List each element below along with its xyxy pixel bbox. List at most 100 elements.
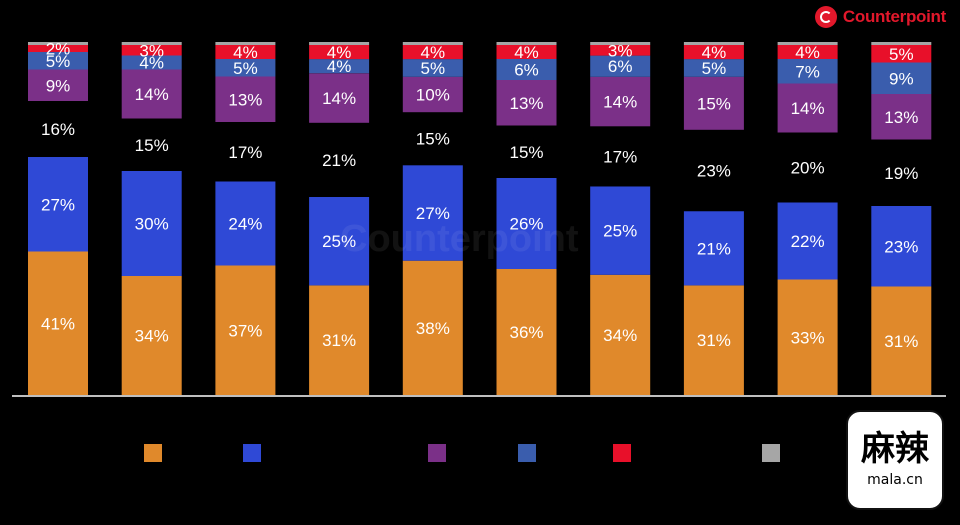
data-label: 9% [889,69,914,88]
bar-segment [28,157,88,252]
bar-segment [215,45,276,59]
bar-cap [121,42,182,45]
bar-segment [309,73,370,123]
bar-segment [215,122,276,182]
bar-cap [590,42,651,45]
data-label: 15% [416,130,450,149]
bar-segment [683,285,744,395]
bar-segment [121,171,182,276]
bar-segment [590,76,651,127]
bar-layer [28,42,932,395]
bar-segment [28,251,88,395]
legend [144,444,780,462]
data-label: 4% [327,57,352,76]
bar-segment [496,45,557,59]
legend-swatch [243,444,261,462]
bar-cap [777,42,838,45]
bar-segment [871,286,932,395]
stamp-glyph: 麻辣 [861,429,929,469]
data-label: 13% [884,108,918,127]
data-label: 21% [322,151,356,170]
data-label: 34% [603,326,637,345]
data-label: 6% [514,61,539,80]
data-label: 38% [416,319,450,338]
bar-segment [215,181,276,266]
bar-segment [215,76,276,122]
bar-cap [871,42,932,45]
bar-segment [683,45,744,60]
bar-segment [590,126,651,187]
bar-segment [590,186,651,275]
data-label: 17% [228,143,262,162]
bar-segment [777,83,838,133]
legend-swatch [428,444,446,462]
bar-cap [215,42,276,45]
bar-segment [777,132,838,203]
bar-segment [309,59,370,74]
bar-segment [402,112,463,166]
bar-segment [496,125,557,178]
bar-segment [28,45,88,52]
brand-name: Counterpoint [842,7,946,26]
data-label: 16% [41,120,75,139]
data-label: 5% [233,59,258,78]
bar-segment [777,202,838,280]
data-label: 37% [228,321,262,340]
data-label: 7% [795,62,820,81]
data-label: 17% [603,147,637,166]
bar-segment [777,279,838,395]
data-label: 14% [603,93,637,112]
bar-segment [590,55,651,77]
stamp-sub: mala.cn [867,472,923,488]
data-label: 5% [46,52,71,71]
bar-segment [121,55,182,70]
data-label: 31% [697,331,731,350]
data-label: 15% [509,143,543,162]
data-label: 3% [608,41,633,60]
data-label: 27% [416,204,450,223]
bar-segment [496,269,557,395]
data-label: 33% [791,328,825,347]
legend-swatch [144,444,162,462]
data-label: 15% [697,94,731,113]
bar-segment [309,197,370,286]
bar-segment [777,59,838,84]
data-label: 14% [322,89,356,108]
bar-segment [121,45,182,56]
data-label: 31% [322,331,356,350]
bar-cap [683,42,744,45]
data-label: 19% [884,164,918,183]
bar-segment [683,211,744,286]
bar-segment [871,62,932,94]
bar-segment [28,101,88,157]
data-label: 4% [514,43,539,62]
bar-segment [215,265,276,395]
data-label: 22% [791,232,825,251]
legend-swatch [613,444,631,462]
data-label: 4% [702,43,727,62]
data-label: 23% [884,237,918,256]
bar-segment [28,52,88,70]
data-label: 14% [791,99,825,118]
data-label: 2% [46,40,71,59]
brand-logo: Counterpoint [814,6,946,28]
data-label: 21% [697,239,731,258]
data-label-layer: 41%27%16%9%5%2%34%30%15%14%4%3%37%24%17%… [41,40,918,351]
data-label: 3% [139,41,164,60]
data-label: 4% [795,43,820,62]
data-label: 5% [702,59,727,78]
bar-segment [402,59,463,77]
data-label: 4% [421,43,446,62]
bar-cap [402,42,463,45]
data-label: 31% [884,332,918,351]
data-label: 4% [233,43,258,62]
bar-segment [309,45,370,60]
data-label: 25% [322,232,356,251]
data-label: 6% [608,57,633,76]
data-label: 26% [509,215,543,234]
bar-segment [683,59,744,77]
data-label: 10% [416,86,450,105]
data-label: 5% [421,59,446,78]
bar-segment [28,69,88,101]
